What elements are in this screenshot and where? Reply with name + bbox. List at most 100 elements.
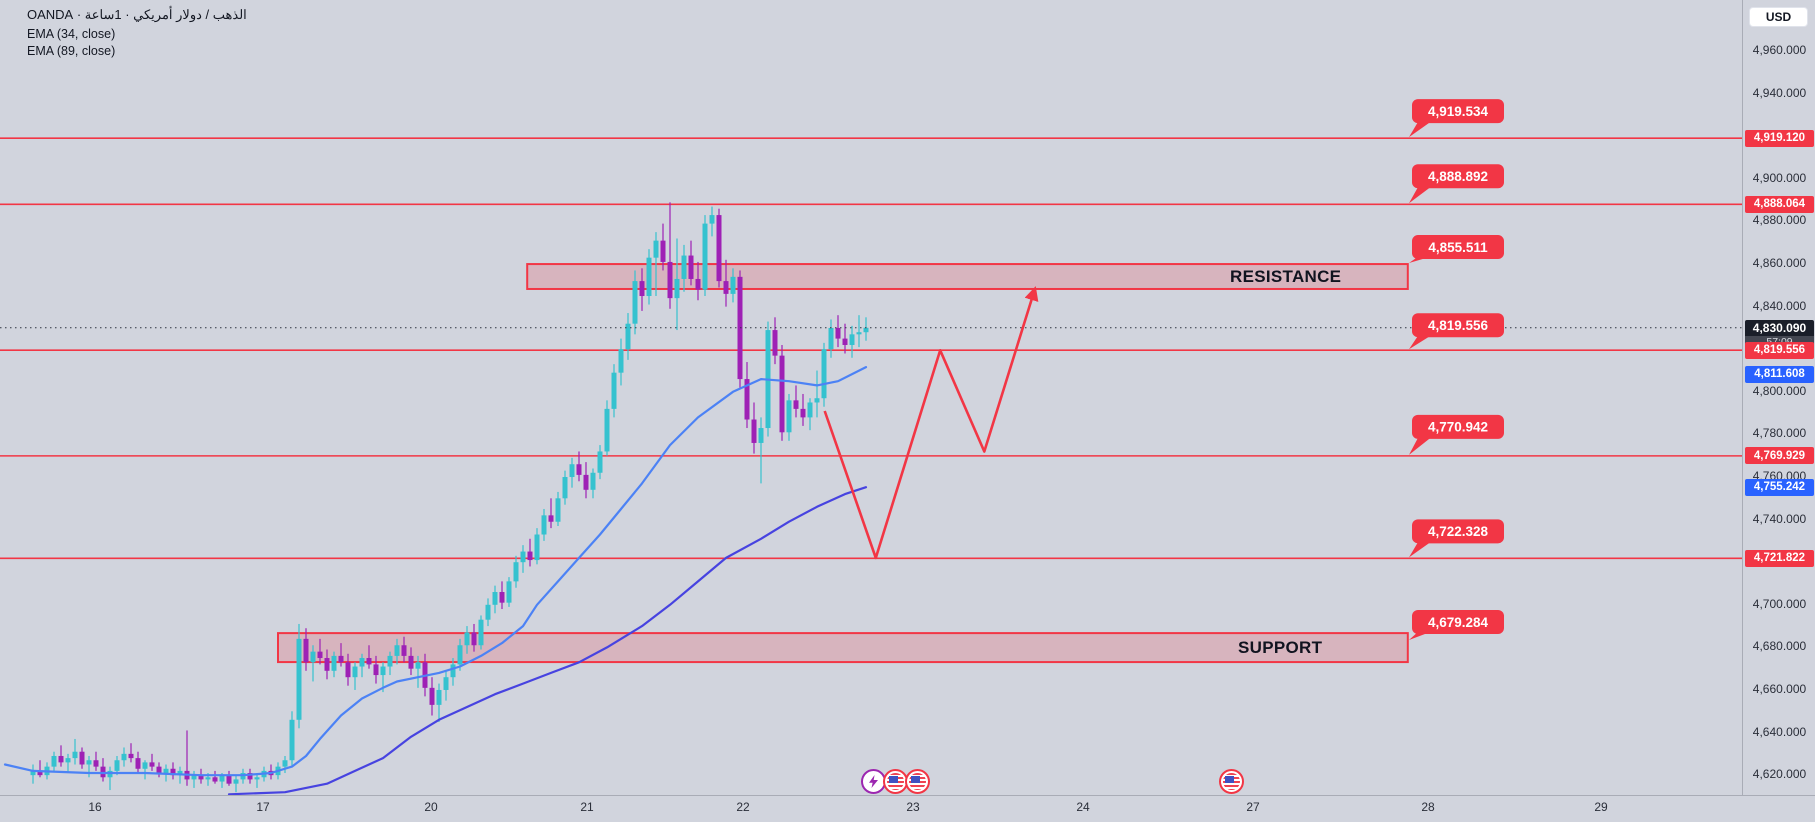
time-axis-day-label: 29 xyxy=(1594,800,1608,814)
candle-up xyxy=(541,515,547,535)
candle-down xyxy=(751,419,757,443)
callout-box[interactable] xyxy=(1412,235,1504,260)
candle-up xyxy=(86,760,92,765)
candle-up xyxy=(863,327,869,333)
candle-down xyxy=(695,278,701,290)
chart-legend: الذهب / دولار أمريكي · 1ساعة · OANDA EMA… xyxy=(27,6,247,58)
candle-up xyxy=(415,662,421,669)
candle-up xyxy=(114,760,120,771)
callout-text: 4,722.328 xyxy=(1428,524,1489,539)
candle-up xyxy=(513,562,519,582)
candle-up xyxy=(282,760,288,767)
candle-down xyxy=(667,261,673,299)
indicator-ema89-label[interactable]: EMA (89, close) xyxy=(27,44,116,58)
price-callout[interactable]: 4,855.511 xyxy=(1409,235,1504,264)
candle-down xyxy=(471,632,477,646)
candlestick-series xyxy=(30,202,869,793)
time-axis-day-label: 22 xyxy=(736,800,750,814)
candle-up xyxy=(807,402,813,418)
price-tick-label: 4,960.000 xyxy=(1752,43,1807,58)
time-axis-day-label: 24 xyxy=(1076,800,1090,814)
candle-up xyxy=(821,349,827,399)
resistance-label[interactable]: RESISTANCE xyxy=(1230,266,1342,286)
us-flag-event-icon[interactable] xyxy=(905,769,930,794)
candle-down xyxy=(408,655,414,669)
candle-up xyxy=(814,398,820,403)
projection-arrow-drawing[interactable] xyxy=(823,286,1039,560)
candle-up xyxy=(205,777,211,780)
candle-up xyxy=(709,215,715,224)
ema34-value-tag: 4,811.608 xyxy=(1745,365,1814,383)
candle-up xyxy=(534,534,540,561)
projection-zigzag-arrow[interactable] xyxy=(823,286,1039,560)
symbol-title[interactable]: الذهب / دولار أمريكي · 1ساعة · OANDA xyxy=(27,7,247,22)
callout-box[interactable] xyxy=(1412,519,1504,544)
candle-down xyxy=(583,474,589,490)
price-tick-label: 4,660.000 xyxy=(1752,681,1807,696)
candle-up xyxy=(730,276,736,294)
callout-box[interactable] xyxy=(1412,313,1504,338)
price-tick-label: 4,780.000 xyxy=(1752,426,1807,441)
candle-up xyxy=(436,689,442,705)
price-callout[interactable]: 4,919.534 xyxy=(1409,99,1504,138)
callout-text: 4,919.534 xyxy=(1428,104,1489,119)
candle-up xyxy=(681,255,687,279)
candle-up xyxy=(828,327,834,350)
price-callout[interactable]: 4,679.284 xyxy=(1409,609,1504,640)
candle-up xyxy=(289,719,295,761)
callout-tail xyxy=(1409,334,1433,350)
callout-box[interactable] xyxy=(1412,99,1504,124)
candle-up xyxy=(520,551,526,563)
candle-up xyxy=(618,349,624,373)
time-axis-day-label: 17 xyxy=(256,800,270,814)
candle-down xyxy=(37,770,43,776)
callout-box[interactable] xyxy=(1412,609,1504,634)
price-tick-label: 4,840.000 xyxy=(1752,298,1807,313)
candle-up xyxy=(457,645,463,665)
time-axis-day-label: 21 xyxy=(580,800,594,814)
price-axis[interactable]: USD 4,830.090 57:09 4,919.1204,888.0644,… xyxy=(1742,0,1815,795)
price-callout-labels[interactable]: 4,919.534 4,888.892 4,855.511 4,819.556 4,77… xyxy=(1409,99,1504,640)
indicator-ema34-label[interactable]: EMA (34, close) xyxy=(27,27,116,41)
price-line-axis-tag: 4,819.556 xyxy=(1745,341,1814,359)
price-callout[interactable]: 4,722.328 xyxy=(1409,519,1504,558)
price-callout[interactable]: 4,819.556 xyxy=(1409,313,1504,350)
candle-up xyxy=(786,400,792,433)
candle-up xyxy=(191,775,197,780)
horizontal-price-lines[interactable] xyxy=(0,137,1742,560)
candle-down xyxy=(345,662,351,678)
currency-button[interactable]: USD xyxy=(1749,7,1808,27)
price-callout[interactable]: 4,888.892 xyxy=(1409,164,1504,204)
current-price-value: 4,830.090 xyxy=(1745,319,1814,336)
candle-down xyxy=(79,751,85,765)
price-tick-label: 4,740.000 xyxy=(1752,511,1807,526)
time-axis[interactable]: 16 17 20 21 22 23 24 27 28 29 xyxy=(0,795,1815,822)
candle-up xyxy=(142,762,148,769)
candle-up xyxy=(443,677,449,690)
candle-down xyxy=(429,687,435,705)
callout-text: 4,819.556 xyxy=(1428,318,1489,333)
candle-down xyxy=(835,327,841,339)
time-axis-day-label: 28 xyxy=(1421,800,1435,814)
resistance-zone[interactable] xyxy=(526,263,1409,290)
price-line-axis-tag: 4,721.822 xyxy=(1745,549,1814,567)
us-flag-event-icon[interactable] xyxy=(1219,769,1244,794)
candle-down xyxy=(303,638,309,663)
candle-up xyxy=(478,619,484,646)
support-label[interactable]: SUPPORT xyxy=(1238,637,1323,657)
candle-up xyxy=(597,451,603,473)
price-callout[interactable]: 4,770.942 xyxy=(1409,414,1504,455)
price-tick-label: 4,880.000 xyxy=(1752,213,1807,228)
callout-box[interactable] xyxy=(1412,164,1504,189)
candle-up xyxy=(758,428,764,443)
candle-up xyxy=(555,498,561,522)
price-tick-label: 4,620.000 xyxy=(1752,767,1807,782)
price-tick-label: 4,680.000 xyxy=(1752,639,1807,654)
callout-box[interactable] xyxy=(1412,414,1504,439)
candle-up xyxy=(590,472,596,490)
candle-up xyxy=(604,408,610,452)
candle-down xyxy=(373,664,379,676)
candle-down xyxy=(548,515,554,522)
price-tick-label: 4,900.000 xyxy=(1752,170,1807,185)
